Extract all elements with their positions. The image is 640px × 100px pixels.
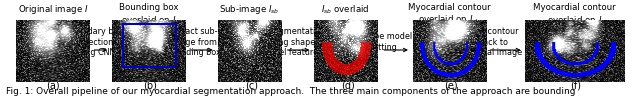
Text: (f): (f)	[570, 81, 582, 91]
Text: Extract sub-
image from
bounding box: Extract sub- image from bounding box	[166, 27, 221, 57]
Text: RF segmentation
using shape
model features: RF segmentation using shape model featur…	[257, 27, 325, 57]
Text: Boundary box
detection
using CNN: Boundary box detection using CNN	[67, 27, 123, 57]
Text: Sub-image $\mathbf{\mathit{I}}_{\mathit{sb}}$: Sub-image $\mathbf{\mathit{I}}_{\mathit{…	[220, 3, 280, 16]
Text: Bounding box
overlaid on $\mathbf{\mathit{I}}$: Bounding box overlaid on $\mathbf{\mathi…	[119, 3, 179, 25]
Text: (e): (e)	[444, 81, 458, 91]
Text: Shape model
fitting: Shape model fitting	[359, 32, 413, 52]
Text: Map contour
back to
original image: Map contour back to original image	[464, 27, 522, 57]
Text: Fig. 1: Overall pipeline of our myocardial segmentation approach.  The three mai: Fig. 1: Overall pipeline of our myocardi…	[6, 87, 576, 96]
Text: (a): (a)	[46, 81, 60, 91]
Text: Myocardial contour
overlaid on $\mathbf{\mathit{I}}$: Myocardial contour overlaid on $\mathbf{…	[533, 3, 616, 25]
Text: (b): (b)	[143, 81, 157, 91]
Text: (c): (c)	[245, 81, 258, 91]
Text: Original image $\mathbf{\mathit{I}}$: Original image $\mathbf{\mathit{I}}$	[17, 3, 88, 16]
Text: $\mathbf{\mathit{I}}_{\mathit{sb}}$ overlaid
on $\mathbf{\mathit{I}}_{\mathit{sb: $\mathbf{\mathit{I}}_{\mathit{sb}}$ over…	[321, 3, 370, 30]
Text: (d): (d)	[340, 81, 355, 91]
Text: Myocardial contour
overlaid on $\mathbf{\mathit{I}}_{\mathit{sb}}$: Myocardial contour overlaid on $\mathbf{…	[408, 3, 491, 26]
